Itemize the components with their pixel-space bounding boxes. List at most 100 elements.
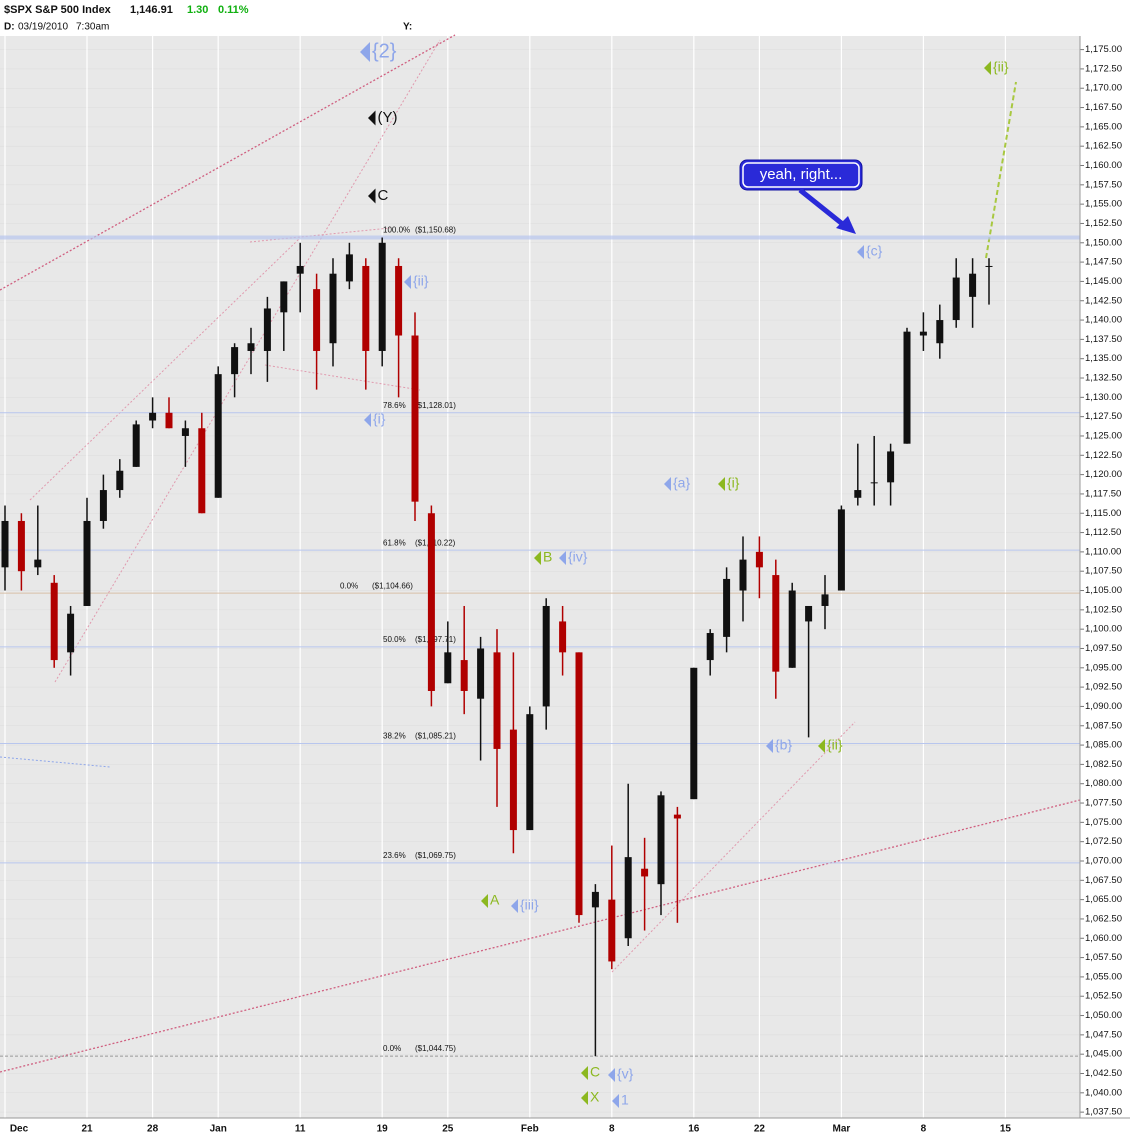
y-tick-label: 1,120.00 [1085, 469, 1122, 480]
y-tick-label: 1,072.50 [1085, 836, 1122, 847]
wave-label: {2} [372, 40, 397, 62]
wave-marker [718, 477, 725, 491]
y-tick-label: 1,125.00 [1085, 430, 1122, 441]
candle-body [329, 273, 337, 344]
candle-body [17, 520, 25, 572]
x-tick-label: 16 [688, 1124, 700, 1135]
candle-body [706, 633, 714, 661]
y-tick-label: 1,057.50 [1085, 952, 1122, 963]
candle-body [116, 470, 124, 491]
candle-body [575, 652, 583, 916]
y-tick-label: 1,165.00 [1085, 121, 1122, 132]
candle-body [214, 374, 222, 498]
candle-body [313, 289, 321, 351]
trend-lines [0, 34, 1081, 1073]
candle-body [493, 652, 501, 749]
fib-percent: 78.6% [383, 401, 406, 410]
candle-body [477, 648, 485, 699]
candle-body [755, 551, 763, 568]
candle-body [723, 578, 731, 637]
x-tick-label: 28 [147, 1124, 159, 1135]
candle-body [263, 308, 271, 351]
y-tick-label: 1,077.50 [1085, 798, 1122, 809]
wave-marker [511, 899, 518, 913]
last-price: 1,146.91 [130, 4, 173, 16]
wave-marker [360, 42, 370, 62]
candle-body [870, 482, 878, 484]
fib-percent: 0.0% [383, 1044, 401, 1053]
trend-line [54, 39, 441, 683]
candle-body [624, 857, 632, 939]
wave-marker [481, 894, 488, 908]
candle-body [427, 513, 435, 691]
y-tick-label: 1,147.50 [1085, 257, 1122, 268]
wave-label: {ii} [993, 59, 1009, 75]
wave-marker [364, 413, 371, 427]
callout-border [742, 162, 860, 188]
wave-marker [534, 551, 541, 565]
candle-body [247, 343, 255, 351]
candle-body [608, 899, 616, 962]
plot-area [0, 36, 1080, 1118]
annotations: {2} (Y) C {ii} {i} {a} {i} B {iv} {b} {ii} A {iii} C {… [360, 40, 1009, 1108]
candle-body [99, 490, 107, 521]
trend-line [0, 34, 456, 291]
y-tick-label: 1,140.00 [1085, 315, 1122, 326]
candle-body [280, 281, 288, 313]
x-tick-label: 8 [921, 1124, 927, 1135]
y-tick-label: 1,160.00 [1085, 160, 1122, 171]
y-tick-label: 1,040.00 [1085, 1087, 1122, 1098]
wave-marker [368, 188, 376, 204]
callout-arrow [798, 188, 847, 228]
change: 1.30 [187, 4, 208, 16]
wave-marker [368, 110, 376, 126]
wave-marker [857, 245, 864, 259]
candle-body [952, 277, 960, 321]
y-tick-label: 1,047.50 [1085, 1029, 1122, 1040]
wave-marker [581, 1066, 588, 1080]
candle-body [362, 265, 370, 351]
wave-marker [612, 1094, 619, 1108]
y-tick-label: 1,117.50 [1085, 488, 1121, 499]
y-tick-label: 1,095.00 [1085, 662, 1122, 673]
fib-percent: 61.8% [383, 538, 406, 547]
fib-percent: 50.0% [383, 635, 406, 644]
y-tick-label: 1,170.00 [1085, 83, 1122, 94]
candle-body [34, 559, 42, 568]
fib-percent: 100.0% [383, 226, 410, 235]
y-tick-label: 1,152.50 [1085, 218, 1122, 229]
candle-body [919, 331, 927, 336]
wave-label: {i} [727, 475, 740, 491]
y-tick-label: 1,067.50 [1085, 875, 1122, 886]
wave-label: C [590, 1064, 600, 1080]
wave-label: {ii} [413, 273, 429, 289]
fib-price: ($1,128.01) [415, 401, 456, 410]
y-tick-label: 1,060.00 [1085, 933, 1122, 944]
candle-body [231, 347, 239, 375]
fib-price: ($1,110.22) [415, 538, 456, 547]
wave-label: {a} [673, 475, 690, 491]
x-tick-label: Dec [10, 1124, 29, 1135]
candle-body [788, 590, 796, 668]
y-tick-label: 1,145.00 [1085, 276, 1122, 287]
candle-body [378, 242, 386, 351]
wave-label: {ii} [827, 737, 843, 753]
y-tick-label: 1,062.50 [1085, 913, 1122, 924]
wave-label: X [590, 1089, 600, 1105]
y-tick-label: 1,082.50 [1085, 759, 1122, 770]
y-tick-label: 1,155.00 [1085, 199, 1122, 210]
candle-body [460, 660, 468, 691]
candle-body [805, 605, 813, 622]
y-tick-label: 1,105.00 [1085, 585, 1122, 596]
y-tick-label: 1,130.00 [1085, 392, 1122, 403]
candle-body [739, 559, 747, 591]
wave-label: {c} [866, 243, 883, 259]
candle-body [296, 265, 304, 274]
y-tick-label: 1,157.50 [1085, 179, 1122, 190]
y-tick-label: 1,135.00 [1085, 353, 1122, 364]
y-tick-label: 1,052.50 [1085, 991, 1122, 1002]
candle-body [969, 273, 977, 297]
callout: yeah, right... [739, 159, 863, 234]
wave-marker [404, 275, 411, 289]
